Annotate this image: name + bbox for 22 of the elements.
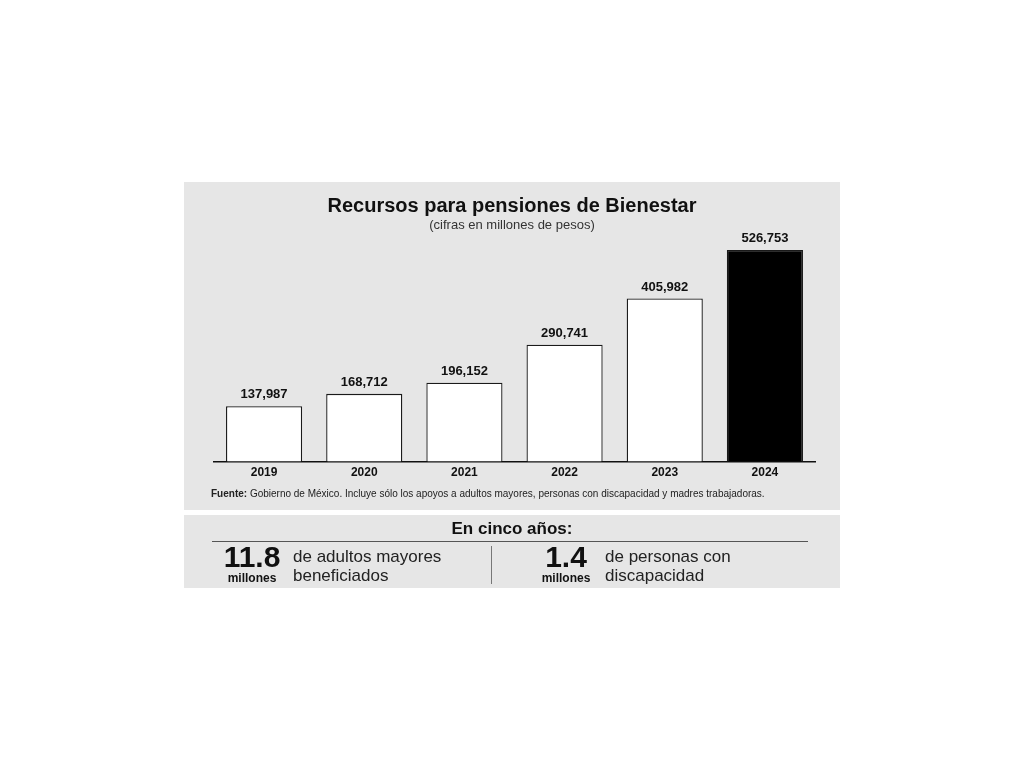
text: millones [540, 571, 592, 585]
x-tick-label: 2021 [451, 465, 479, 480]
x-tick-label: 2022 [551, 465, 579, 480]
chart-title: Recursos para pensiones de Bienestar [326, 194, 698, 217]
source-note: Fuente: Gobierno de México. Incluye sólo los apoyos a adultos mayores, personas con discapacidad y madres trabajadoras. [211, 488, 765, 499]
data-label: 137,987 [240, 386, 288, 402]
x-tick-label: 2024 [751, 465, 779, 480]
data-label: 196,152 [440, 362, 488, 378]
x-tick-label: 2019 [250, 465, 278, 480]
data-label: 405,982 [641, 278, 689, 294]
text: En cinco años: [450, 519, 574, 539]
text: de adultos mayores beneficiados [293, 547, 443, 585]
x-tick-label: 2020 [350, 465, 378, 480]
text: millones [226, 571, 278, 585]
chart-subtitle: (cifras en millones de pesos) [428, 217, 596, 232]
text: 11.8 [222, 540, 282, 573]
x-tick-label: 2023 [651, 465, 679, 480]
data-label: 168,712 [340, 373, 388, 389]
data-label: 526,753 [741, 230, 789, 246]
data-label: 290,741 [541, 324, 589, 340]
text: 1.4 [544, 540, 588, 573]
text: de personas con discapacidad [605, 547, 732, 585]
